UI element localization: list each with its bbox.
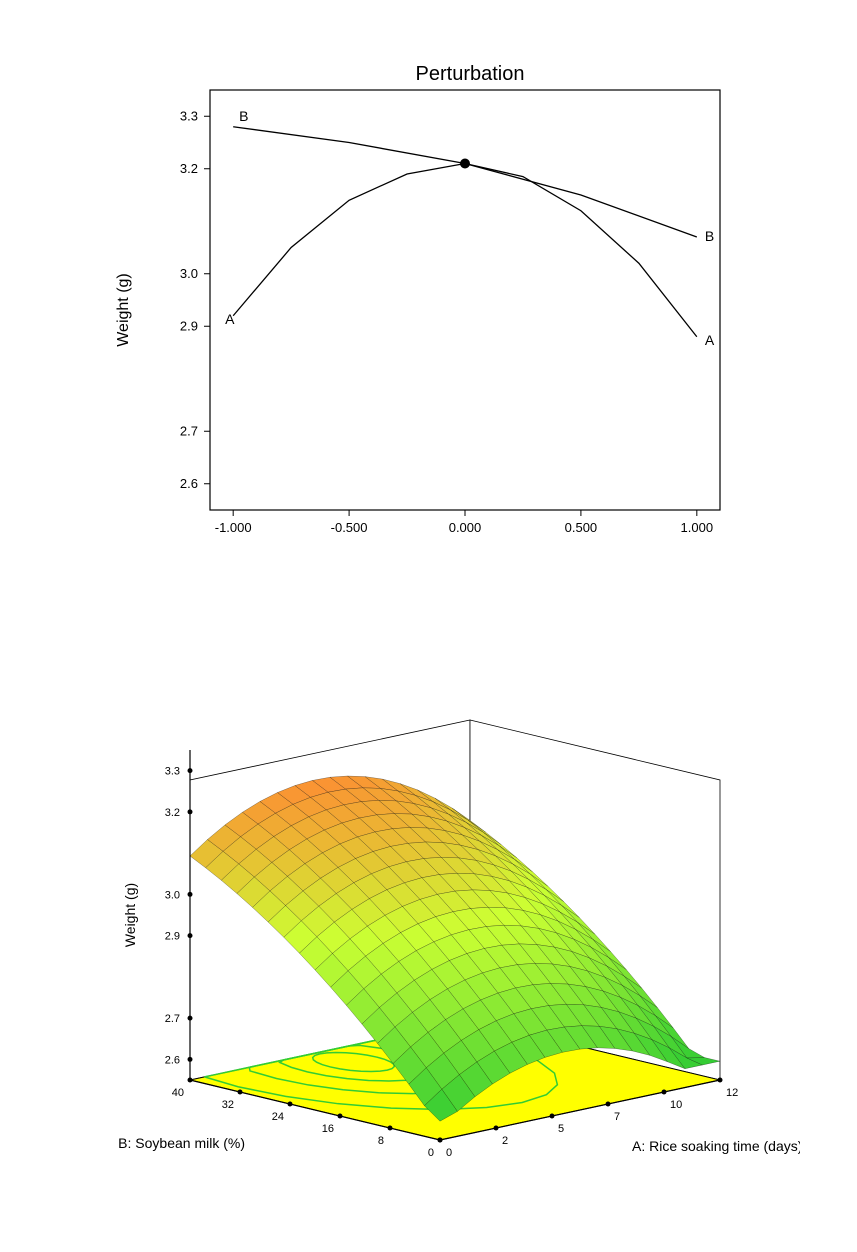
x-ticks: -1.000 -0.500 0.000 0.500 1.000 bbox=[215, 510, 713, 535]
perturbation-svg: Perturbation Weight (g) -1.000 -0.500 0.00… bbox=[110, 50, 730, 570]
svg-text:2.6: 2.6 bbox=[165, 1054, 180, 1066]
svg-text:2.9: 2.9 bbox=[165, 931, 180, 943]
svg-text:1.000: 1.000 bbox=[681, 520, 714, 535]
x-axis-label: A: Rice soaking time (days) bbox=[632, 1138, 800, 1154]
svg-text:3.3: 3.3 bbox=[180, 108, 198, 123]
perturbation-chart: Perturbation Weight (g) -1.000 -0.500 0.00… bbox=[110, 50, 730, 570]
svg-text:3.0: 3.0 bbox=[180, 266, 198, 281]
curve-a-label-right: A bbox=[705, 332, 715, 348]
y-ticks: 2.6 2.7 2.9 3.0 3.2 3.3 bbox=[180, 108, 210, 491]
svg-text:3.3: 3.3 bbox=[165, 766, 180, 778]
svg-text:32: 32 bbox=[222, 1099, 234, 1111]
svg-text:-0.500: -0.500 bbox=[331, 520, 368, 535]
svg-text:-1.000: -1.000 bbox=[215, 520, 252, 535]
svg-text:2: 2 bbox=[502, 1135, 508, 1147]
y-axis-label: B: Soybean milk (%) bbox=[118, 1135, 245, 1151]
svg-text:0: 0 bbox=[446, 1147, 452, 1159]
svg-text:2.7: 2.7 bbox=[180, 423, 198, 438]
svg-text:10: 10 bbox=[670, 1099, 682, 1111]
z-ticks: 2.6 2.7 2.9 3.0 3.2 3.3 bbox=[165, 766, 193, 1067]
svg-text:7: 7 bbox=[614, 1111, 620, 1123]
svg-text:3.2: 3.2 bbox=[180, 161, 198, 176]
curve-a bbox=[233, 164, 697, 337]
svg-text:5: 5 bbox=[558, 1123, 564, 1135]
z-axis-label: Weight (g) bbox=[122, 883, 138, 947]
svg-text:3.0: 3.0 bbox=[165, 889, 180, 901]
curve-b bbox=[233, 127, 697, 237]
surface-chart: 2.6 2.7 2.9 3.0 3.2 3.3 0 2 5 7 10 12 0 8 16 24 32 40 W… bbox=[80, 660, 800, 1220]
chart-title: Perturbation bbox=[416, 63, 525, 85]
center-marker bbox=[460, 159, 470, 169]
svg-text:8: 8 bbox=[378, 1135, 384, 1147]
svg-text:2.6: 2.6 bbox=[180, 476, 198, 491]
svg-text:24: 24 bbox=[272, 1111, 284, 1123]
plot-border bbox=[210, 90, 720, 510]
curve-b-label-right: B bbox=[705, 228, 714, 244]
svg-text:40: 40 bbox=[172, 1087, 184, 1099]
curve-a-label-left: A bbox=[225, 311, 235, 327]
curve-b-label-left: B bbox=[239, 108, 248, 124]
surface-svg: 2.6 2.7 2.9 3.0 3.2 3.3 0 2 5 7 10 12 0 8 16 24 32 40 W… bbox=[80, 660, 800, 1220]
svg-text:2.7: 2.7 bbox=[165, 1013, 180, 1025]
svg-text:12: 12 bbox=[726, 1087, 738, 1099]
svg-text:0: 0 bbox=[428, 1147, 434, 1159]
svg-text:2.9: 2.9 bbox=[180, 318, 198, 333]
y-axis-label: Weight (g) bbox=[115, 273, 132, 347]
svg-text:0.000: 0.000 bbox=[449, 520, 482, 535]
svg-text:0.500: 0.500 bbox=[565, 520, 598, 535]
svg-text:16: 16 bbox=[322, 1123, 334, 1135]
svg-text:3.2: 3.2 bbox=[165, 807, 180, 819]
